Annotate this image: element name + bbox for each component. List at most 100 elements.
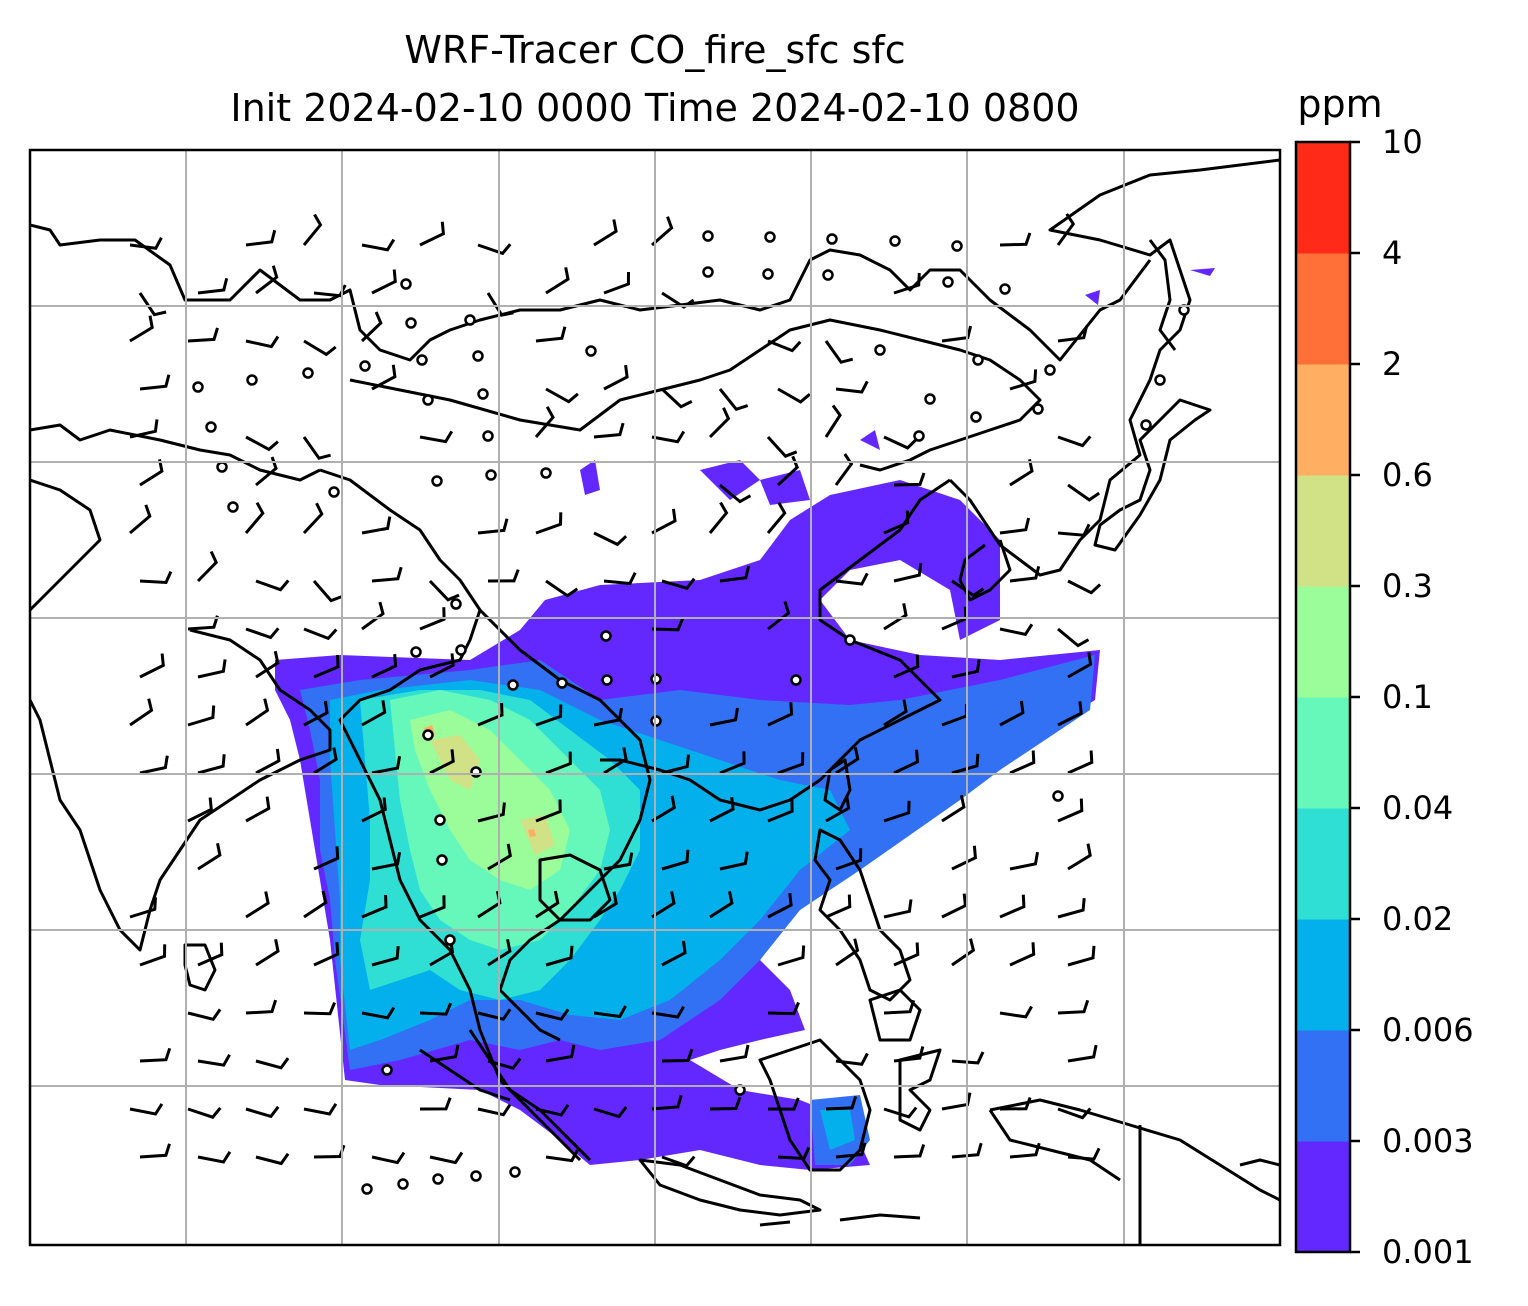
wind-barb bbox=[777, 1146, 811, 1161]
wind-barb bbox=[139, 570, 173, 585]
wind-barb bbox=[719, 851, 749, 871]
wind-barb bbox=[1009, 942, 1036, 967]
wind-barb bbox=[419, 1097, 452, 1111]
colorbar-tick-label: 0.006 bbox=[1382, 1011, 1474, 1049]
plume-patch-borneo-inner bbox=[820, 1110, 855, 1150]
wind-barb bbox=[361, 516, 392, 535]
wind-barb bbox=[371, 1151, 406, 1165]
wind-barb bbox=[951, 1051, 985, 1065]
calm-wind-circle bbox=[227, 501, 239, 513]
calm-wind-circle bbox=[359, 360, 371, 372]
wind-barb bbox=[603, 572, 637, 586]
wind-barb bbox=[593, 891, 618, 919]
colorbar-tick-label: 0.02 bbox=[1382, 900, 1454, 938]
wind-barb bbox=[776, 455, 799, 487]
calm-wind-circle bbox=[422, 394, 434, 406]
wind-barb bbox=[603, 271, 630, 295]
wind-barb bbox=[661, 940, 687, 967]
wind-barb bbox=[302, 502, 324, 535]
calm-wind-circle bbox=[444, 934, 456, 946]
wind-barb bbox=[129, 1103, 164, 1116]
wind-barb bbox=[139, 755, 169, 775]
wind-barb bbox=[1067, 579, 1102, 595]
wind-barb bbox=[1009, 1142, 1041, 1159]
calm-wind-circle bbox=[509, 1166, 521, 1178]
wind-barb bbox=[767, 702, 794, 727]
wind-barb bbox=[999, 232, 1032, 247]
calm-wind-circle bbox=[246, 374, 258, 386]
colorbar-segment bbox=[1296, 808, 1350, 920]
wind-barb bbox=[302, 436, 331, 460]
wind-barb bbox=[999, 894, 1026, 919]
wind-barb bbox=[535, 1008, 570, 1021]
wind-barb bbox=[709, 797, 735, 823]
wind-barb bbox=[129, 315, 154, 343]
wind-barb bbox=[1009, 565, 1041, 583]
wind-barb bbox=[1009, 750, 1036, 775]
wind-barb bbox=[1009, 369, 1038, 391]
wind-barb bbox=[313, 942, 340, 967]
wind-barb bbox=[371, 364, 397, 391]
colorbar-tick-label: 2 bbox=[1382, 345, 1403, 383]
wind-barb bbox=[951, 1142, 983, 1159]
wind-barb bbox=[534, 406, 555, 438]
calm-wind-circle bbox=[431, 475, 443, 487]
wind-barb bbox=[883, 899, 913, 919]
wind-barb bbox=[883, 999, 916, 1015]
wind-barb bbox=[245, 698, 270, 727]
wind-barb bbox=[535, 799, 562, 823]
wind-barb bbox=[719, 751, 746, 775]
wind-barb bbox=[708, 407, 731, 439]
wind-barb bbox=[1009, 458, 1034, 487]
calm-wind-circle bbox=[762, 268, 774, 280]
wind-barb bbox=[835, 572, 869, 586]
wind-barb bbox=[603, 852, 634, 871]
wind-barb bbox=[187, 1008, 222, 1022]
wind-barb bbox=[719, 1044, 750, 1063]
wind-barb bbox=[419, 430, 454, 444]
wind-barb bbox=[187, 797, 213, 823]
wind-barb bbox=[941, 794, 966, 823]
calm-wind-circle bbox=[999, 283, 1011, 295]
wind-barb bbox=[487, 569, 520, 583]
wind-barb bbox=[651, 1094, 683, 1111]
colorbar-segment bbox=[1296, 253, 1350, 365]
wind-barb bbox=[661, 754, 690, 775]
wind-barb bbox=[661, 1155, 696, 1168]
map-title-line-1: WRF-Tracer CO_fire_sfc sfc bbox=[404, 28, 906, 72]
calm-wind-circle bbox=[1044, 364, 1056, 376]
wind-barb bbox=[651, 508, 677, 535]
wind-barb bbox=[428, 579, 460, 602]
calm-wind-circle bbox=[381, 1064, 393, 1076]
calm-wind-circle bbox=[436, 854, 448, 866]
wind-barb bbox=[255, 1057, 290, 1070]
wind-barb bbox=[187, 705, 216, 727]
wind-barb bbox=[883, 435, 918, 450]
wind-barb bbox=[999, 700, 1025, 727]
calm-wind-circle bbox=[328, 486, 340, 498]
wind-barb bbox=[371, 269, 397, 295]
colorbar-tick-label: 0.003 bbox=[1382, 1122, 1474, 1160]
calm-wind-circle bbox=[889, 235, 901, 247]
wind-barb bbox=[709, 890, 734, 919]
wind-barb bbox=[1056, 213, 1076, 246]
wind-barb bbox=[651, 891, 676, 919]
wind-barb bbox=[999, 1005, 1033, 1019]
calm-wind-circle bbox=[924, 393, 936, 405]
calm-wind-circle bbox=[507, 679, 519, 691]
wind-barb bbox=[313, 846, 340, 871]
wind-barb bbox=[312, 580, 343, 603]
wind-barb bbox=[535, 1104, 570, 1117]
wind-barb bbox=[429, 1044, 460, 1063]
calm-wind-circle bbox=[1154, 374, 1166, 386]
wind-barb bbox=[825, 1096, 858, 1111]
wind-barb bbox=[371, 653, 398, 679]
calm-wind-circle bbox=[1140, 419, 1152, 431]
wind-barb bbox=[139, 944, 167, 967]
wind-barb bbox=[951, 845, 977, 871]
wind-barb bbox=[197, 659, 227, 679]
wind-barb bbox=[313, 654, 340, 679]
wind-barb bbox=[361, 797, 387, 823]
wind-barb bbox=[313, 284, 347, 298]
wind-barb bbox=[1067, 945, 1096, 967]
